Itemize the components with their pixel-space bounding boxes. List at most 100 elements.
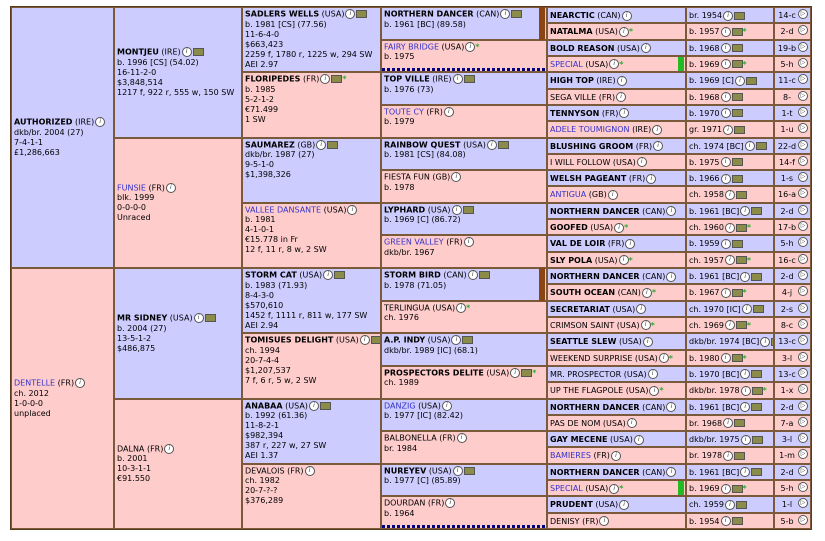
info-icon[interactable]: i	[641, 287, 652, 298]
info-icon[interactable]: i	[720, 516, 731, 527]
horse-name[interactable]: PROSPECTORS DELITE	[384, 368, 484, 378]
info-icon[interactable]: i	[463, 237, 474, 248]
info-icon[interactable]: i	[465, 41, 476, 52]
photo-icon[interactable]	[734, 451, 746, 460]
arrow-icon[interactable]: ▷	[798, 367, 808, 378]
horse-name[interactable]: DEVALOIS	[245, 466, 285, 476]
horse-name[interactable]: NORTHERN DANCER	[550, 206, 640, 216]
info-icon[interactable]: i	[640, 43, 651, 54]
info-icon[interactable]: i	[619, 108, 630, 119]
horse-name[interactable]: TOP VILLE	[384, 74, 430, 84]
info-icon[interactable]: i	[316, 139, 327, 150]
info-icon[interactable]: i	[625, 238, 636, 249]
arrow-icon[interactable]: ▷	[798, 41, 808, 52]
photo-icon[interactable]	[327, 140, 339, 149]
info-icon[interactable]: i	[616, 75, 627, 86]
info-icon[interactable]: i	[720, 483, 731, 494]
info-icon[interactable]: i	[347, 204, 358, 215]
horse-name[interactable]: LYPHARD	[384, 205, 426, 215]
arrow-icon[interactable]: ▷	[797, 351, 808, 362]
info-icon[interactable]: i	[320, 74, 331, 85]
photo-icon[interactable]	[735, 321, 747, 330]
photo-icon[interactable]	[752, 305, 764, 314]
info-icon[interactable]: i	[666, 271, 677, 282]
horse-name[interactable]: NORTHERN DANCER	[550, 402, 640, 412]
photo-icon[interactable]	[731, 288, 743, 297]
photo-icon[interactable]	[751, 272, 763, 281]
arrow-icon[interactable]: ▷	[797, 416, 808, 427]
info-icon[interactable]: i	[740, 402, 751, 412]
photo-icon[interactable]	[735, 256, 747, 265]
info-icon[interactable]: i	[724, 189, 735, 200]
info-icon[interactable]: i	[740, 206, 751, 217]
horse-name[interactable]: ANTIGUA	[550, 190, 587, 200]
info-icon[interactable]: i	[653, 141, 664, 151]
photo-icon[interactable]	[734, 125, 746, 134]
photo-icon[interactable]	[751, 468, 763, 477]
horse-name[interactable]: NUREYEV	[384, 466, 427, 476]
arrow-icon[interactable]: ▷	[797, 123, 808, 134]
horse-name[interactable]: SPECIAL	[550, 59, 583, 69]
info-icon[interactable]: i	[451, 335, 462, 346]
info-icon[interactable]: i	[666, 206, 677, 217]
info-icon[interactable]: i	[649, 385, 660, 396]
horse-name[interactable]: NORTHERN DANCER	[550, 272, 640, 281]
horse-name[interactable]: WEEKEND SURPRISE	[550, 353, 633, 363]
info-icon[interactable]: i	[740, 369, 751, 380]
horse-name[interactable]: FLORIPEDES	[245, 74, 301, 84]
arrow-icon[interactable]: ▷	[797, 286, 808, 297]
info-icon[interactable]: i	[609, 59, 620, 70]
arrow-icon[interactable]: ▷	[798, 25, 808, 36]
arrow-icon[interactable]: ▷	[797, 237, 808, 248]
photo-icon[interactable]	[751, 386, 763, 395]
photo-icon[interactable]	[771, 337, 773, 346]
info-icon[interactable]: i	[599, 516, 610, 527]
info-icon[interactable]: i	[626, 418, 637, 429]
horse-name[interactable]: MR. PROSPECTOR	[550, 369, 622, 379]
info-icon[interactable]: i	[75, 378, 86, 389]
horse-name[interactable]: DENISY	[550, 516, 580, 526]
photo-icon[interactable]	[356, 10, 368, 18]
arrow-icon[interactable]: ▷	[798, 106, 808, 117]
info-icon[interactable]: i	[443, 106, 454, 117]
info-icon[interactable]: i	[658, 353, 669, 364]
arrow-icon[interactable]: ▷	[798, 204, 808, 215]
photo-icon[interactable]	[731, 484, 743, 493]
info-icon[interactable]: i	[720, 59, 731, 70]
photo-icon[interactable]	[731, 60, 743, 69]
info-icon[interactable]: i	[610, 450, 621, 461]
photo-icon[interactable]	[462, 336, 474, 345]
info-icon[interactable]: i	[724, 255, 735, 266]
info-icon[interactable]: i	[720, 287, 731, 298]
info-icon[interactable]: i	[619, 499, 630, 510]
horse-name[interactable]: WELSH PAGEANT	[550, 174, 627, 184]
info-icon[interactable]: i	[452, 465, 463, 476]
info-icon[interactable]: i	[165, 182, 176, 193]
arrow-icon[interactable]: ▷	[798, 318, 808, 329]
photo-icon[interactable]	[735, 500, 747, 509]
horse-name[interactable]: STORM CAT	[245, 270, 297, 280]
arrow-icon[interactable]: ▷	[798, 221, 808, 232]
horse-name[interactable]: TERLINGUA	[384, 303, 430, 313]
horse-name[interactable]: DOURDAN	[384, 498, 426, 508]
info-icon[interactable]: i	[345, 9, 356, 19]
info-icon[interactable]: i	[720, 353, 731, 364]
horse-name[interactable]: GREEN VALLEY	[384, 237, 444, 247]
photo-icon[interactable]	[334, 271, 346, 279]
arrow-icon[interactable]: ▷	[798, 9, 808, 19]
info-icon[interactable]: i	[741, 304, 752, 315]
photo-icon[interactable]	[755, 142, 767, 150]
info-icon[interactable]: i	[724, 499, 735, 510]
info-icon[interactable]: i	[636, 304, 647, 315]
info-icon[interactable]: i	[724, 222, 735, 233]
info-icon[interactable]: i	[723, 124, 734, 135]
photo-icon[interactable]	[462, 205, 474, 214]
photo-icon[interactable]	[735, 223, 747, 232]
horse-name[interactable]: BOLD REASON	[550, 43, 615, 53]
photo-icon[interactable]	[731, 27, 743, 36]
horse-name[interactable]: SAUMAREZ	[245, 140, 295, 149]
info-icon[interactable]: i	[618, 26, 629, 37]
photo-icon[interactable]	[331, 75, 343, 84]
info-icon[interactable]: i	[445, 498, 456, 509]
info-icon[interactable]: i	[720, 26, 731, 37]
